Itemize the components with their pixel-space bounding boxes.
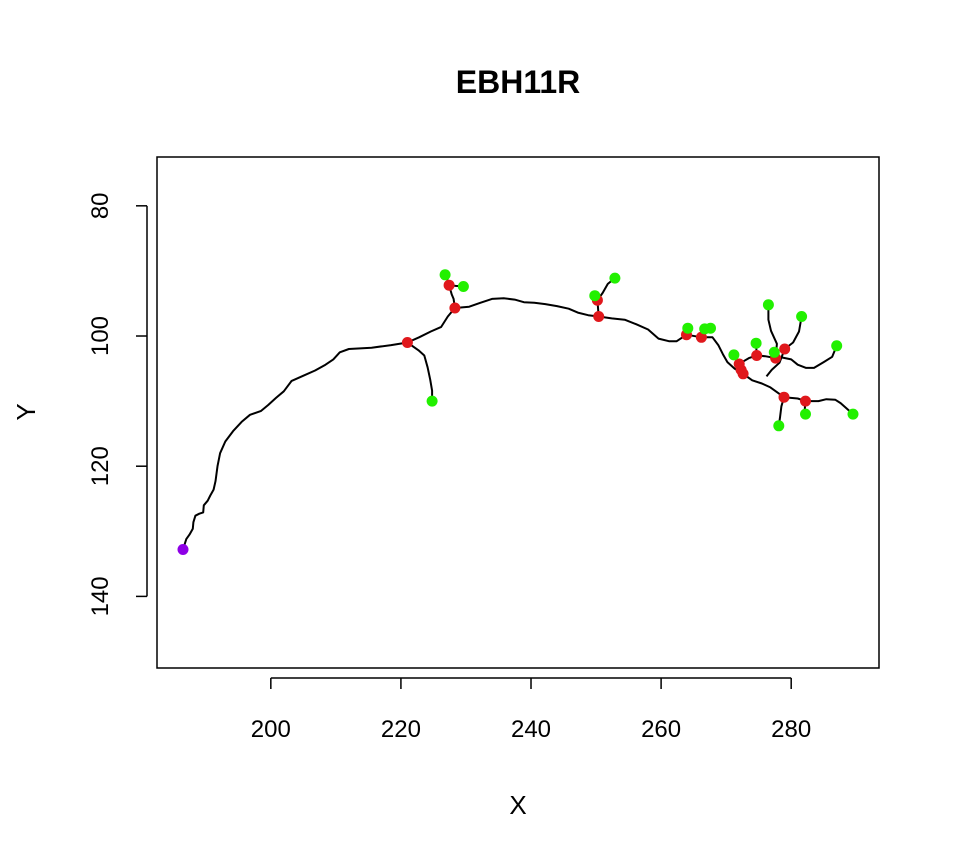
y-tick-label-100: 100 bbox=[87, 316, 114, 356]
tip-point-19 bbox=[589, 290, 601, 302]
plot-frame bbox=[156, 156, 880, 669]
tip-point-26 bbox=[762, 299, 774, 311]
branch-point-1 bbox=[401, 337, 413, 348]
y-axis-label: Y bbox=[11, 403, 41, 420]
branch-point-7 bbox=[695, 331, 707, 343]
x-tick-label-240: 240 bbox=[511, 716, 551, 743]
tip-point-23 bbox=[705, 322, 716, 334]
root-point-0 bbox=[177, 544, 189, 555]
tip-point-21 bbox=[682, 322, 694, 334]
x-axis-label: X bbox=[509, 790, 526, 820]
tip-point-30 bbox=[773, 420, 785, 432]
x-tick-label-280: 280 bbox=[771, 716, 811, 743]
tip-point-27 bbox=[768, 346, 780, 358]
trace-points bbox=[177, 269, 859, 555]
y-axis: 80 100 120 140 bbox=[87, 192, 148, 616]
tip-point-24 bbox=[728, 349, 740, 361]
tip-point-31 bbox=[800, 408, 811, 420]
tip-point-16 bbox=[426, 395, 438, 407]
tip-point-20 bbox=[609, 272, 621, 284]
branch-point-14 bbox=[778, 391, 790, 403]
x-tick-label-220: 220 bbox=[381, 716, 421, 743]
x-axis: 200 220 240 260 280 bbox=[251, 677, 811, 743]
branch-point-2 bbox=[443, 279, 455, 291]
tip-point-29 bbox=[831, 340, 843, 352]
main-trace-line bbox=[182, 297, 854, 550]
tip-point-17 bbox=[439, 269, 451, 281]
trace-lines bbox=[182, 274, 854, 550]
tip-point-28 bbox=[796, 311, 808, 322]
x-tick-label-200: 200 bbox=[251, 716, 291, 743]
tip-point-18 bbox=[457, 281, 469, 292]
branch-point-15 bbox=[800, 395, 811, 407]
branch-point-5 bbox=[593, 311, 605, 322]
branch-point-13 bbox=[779, 343, 791, 355]
branch-point-11 bbox=[751, 350, 763, 361]
tip-point-25 bbox=[750, 337, 762, 349]
branch-point-3 bbox=[449, 302, 461, 314]
x-tick-label-260: 260 bbox=[641, 716, 681, 743]
branch-line-0 bbox=[406, 341, 434, 402]
y-tick-label-140: 140 bbox=[87, 576, 114, 616]
tip-point-32 bbox=[847, 408, 859, 420]
chart-title: EBH11R bbox=[456, 64, 581, 100]
y-tick-label-120: 120 bbox=[87, 446, 114, 486]
branch-point-10 bbox=[737, 368, 749, 380]
y-tick-label-80: 80 bbox=[87, 192, 114, 219]
branch-line-13 bbox=[765, 348, 786, 378]
